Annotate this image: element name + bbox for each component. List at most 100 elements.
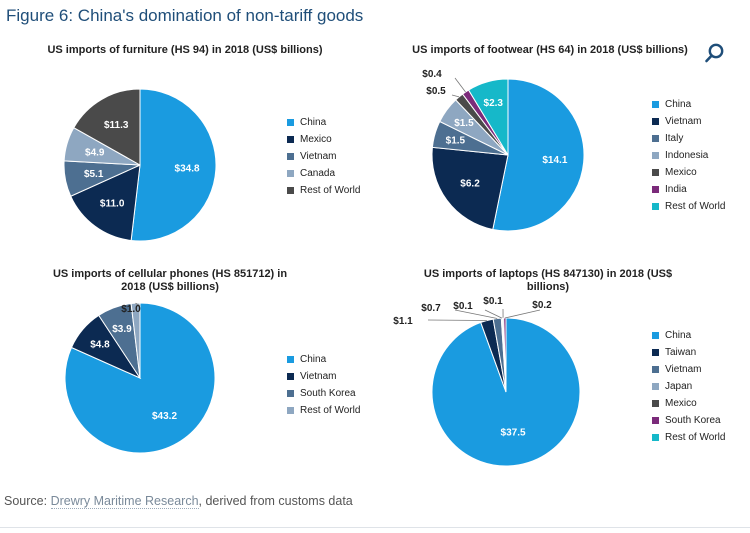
pie-slice-mexico — [70, 164, 141, 242]
data-label-china: $14.1 — [542, 155, 567, 166]
legend-label: Mexico — [300, 134, 332, 145]
data-label-mexico: $0.1 — [483, 296, 503, 307]
chart-title-furniture: US imports of furniture (HS 94) in 2018 … — [47, 44, 323, 56]
data-label-vietnam: $6.2 — [460, 178, 480, 189]
legend-swatch — [287, 153, 294, 160]
legend-label: Rest of World — [665, 432, 726, 443]
legend-swatch — [287, 356, 294, 363]
legend-item-china: China — [287, 351, 360, 368]
legend-swatch — [652, 332, 659, 339]
legend-item-vietnam: Vietnam — [287, 148, 360, 165]
legend-label: South Korea — [300, 388, 356, 399]
legend-swatch — [652, 186, 659, 193]
search-icon[interactable] — [704, 42, 726, 64]
legend-item-vietnam: Vietnam — [652, 113, 725, 130]
legend-label: Vietnam — [300, 151, 337, 162]
legend-item-china: China — [652, 96, 725, 113]
data-label-vietnam: $0.7 — [421, 303, 441, 314]
legend-label: Taiwan — [665, 347, 697, 358]
legend-swatch — [652, 434, 659, 441]
chart-title-footwear: US imports of footwear (HS 64) in 2018 (… — [412, 44, 688, 56]
legend-item-china: China — [287, 114, 360, 131]
chart-title-laptops: US imports of laptops (HS 847130) in 201… — [423, 268, 673, 293]
legend-label: Indonesia — [665, 150, 709, 161]
data-label-vietnam: $5.1 — [84, 169, 104, 180]
legend-item-south-korea: South Korea — [652, 412, 725, 429]
data-label-italy: $1.5 — [446, 135, 466, 146]
legend-cellphones: China Vietnam South Korea Rest of World — [287, 351, 360, 419]
pie-slice-china — [130, 88, 217, 242]
legend-swatch — [287, 407, 294, 414]
legend-item-india: India — [652, 181, 725, 198]
legend-item-rest-of-world: Rest of World — [652, 429, 725, 446]
leader-line-south-korea — [504, 309, 541, 319]
chart-title-cellphones: US imports of cellular phones (HS 851712… — [52, 268, 288, 293]
legend-swatch — [287, 170, 294, 177]
data-label-indonesia: $1.5 — [454, 118, 474, 129]
legend-label: Rest of World — [300, 405, 361, 416]
source-label: Source: — [4, 494, 48, 508]
data-label-india: $0.4 — [422, 69, 442, 80]
data-label-mexico: $11.0 — [100, 199, 125, 210]
leader-line-rest-of-world — [135, 302, 141, 307]
legend-swatch — [652, 152, 659, 159]
legend-label: Rest of World — [665, 201, 726, 212]
legend-label: Mexico — [665, 398, 697, 409]
legend-label: South Korea — [665, 415, 721, 426]
legend-swatch — [652, 349, 659, 356]
legend-item-indonesia: Indonesia — [652, 147, 725, 164]
legend-label: China — [300, 354, 327, 365]
legend-item-rest-of-world: Rest of World — [287, 182, 360, 199]
data-label-japan: $0.1 — [453, 301, 473, 312]
legend-swatch — [287, 373, 294, 380]
legend-label: Italy — [665, 133, 684, 144]
data-label-china: $34.8 — [175, 163, 200, 174]
legend-label: China — [665, 330, 692, 341]
legend-furniture: China Mexico Vietnam Canada Rest of World — [287, 114, 360, 199]
footer-divider — [0, 527, 750, 528]
legend-label: Canada — [300, 168, 336, 179]
legend-swatch — [652, 203, 659, 210]
legend-item-canada: Canada — [287, 165, 360, 182]
legend-item-vietnam: Vietnam — [287, 368, 360, 385]
leader-line-vietnam — [454, 309, 498, 319]
source-link[interactable]: Drewry Maritime Research — [50, 494, 199, 509]
source-note: Source: Drewry Maritime Research, derive… — [4, 494, 353, 509]
legend-item-taiwan: Taiwan — [652, 344, 725, 361]
data-label-vietnam: $4.8 — [90, 340, 110, 351]
legend-item-rest-of-world: Rest of World — [652, 198, 725, 215]
pie-slice-rest-of-world — [73, 88, 141, 166]
figure-title: Figure 6: China's domination of non-tari… — [6, 6, 364, 25]
data-label-south-korea: $3.9 — [112, 324, 132, 335]
legend-swatch — [287, 119, 294, 126]
legend-swatch — [652, 101, 659, 108]
search-icon-lens — [708, 43, 724, 59]
legend-label: China — [665, 99, 692, 110]
legend-item-japan: Japan — [652, 378, 725, 395]
legend-swatch — [652, 366, 659, 373]
legend-item-mexico: Mexico — [287, 131, 360, 148]
legend-label: Rest of World — [300, 185, 361, 196]
legend-label: Vietnam — [665, 364, 702, 375]
legend-swatch — [287, 187, 294, 194]
legend-swatch — [652, 135, 659, 142]
legend-item-italy: Italy — [652, 130, 725, 147]
data-label-china: $37.5 — [501, 428, 526, 439]
leader-line-japan — [484, 309, 503, 319]
legend-label: Vietnam — [300, 371, 337, 382]
data-label-rest-of-world: $2.3 — [484, 98, 504, 109]
legend-label: Japan — [665, 381, 693, 392]
legend-laptops: China Taiwan Vietnam Japan Mexico South Korea… — [652, 327, 725, 446]
legend-item-south-korea: South Korea — [287, 385, 360, 402]
data-label-china: $43.2 — [152, 411, 177, 422]
legend-swatch — [287, 390, 294, 397]
data-label-canada: $4.9 — [85, 147, 105, 158]
data-label-rest-of-world: $11.3 — [104, 120, 129, 131]
legend-swatch — [652, 383, 659, 390]
leader-line-mexico — [451, 94, 460, 98]
legend-label: India — [665, 184, 687, 195]
